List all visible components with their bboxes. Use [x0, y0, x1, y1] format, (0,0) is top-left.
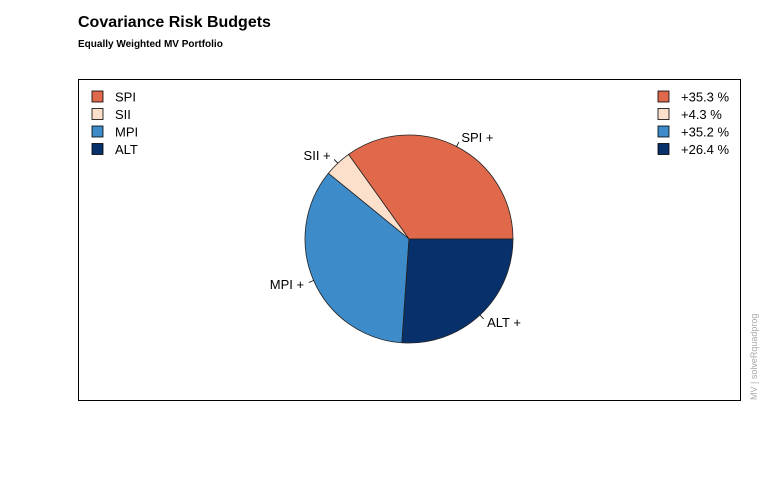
- legend-value-swatch-sii: [657, 108, 670, 120]
- leader-line-spi: [456, 141, 460, 147]
- legend-value-swatch-mpi: [657, 125, 670, 138]
- legend-category-label-sii: SII: [115, 107, 131, 122]
- legend-value-label-alt: +26.4 %: [681, 142, 730, 157]
- legend-categories: SPI SII MPI ALT: [91, 90, 138, 157]
- leader-line-alt: [479, 314, 484, 320]
- leader-line-sii: [333, 159, 339, 164]
- legend-value-label-mpi: +35.2 %: [681, 125, 730, 140]
- legend-category-swatch-alt: [91, 143, 104, 155]
- chart-subtitle: Equally Weighted MV Portfolio: [78, 39, 223, 50]
- slice-label-mpi: MPI +: [270, 277, 304, 292]
- slice-labels: SPI + SII + MPI + ALT +: [270, 130, 521, 330]
- slice-label-spi: SPI +: [461, 130, 493, 145]
- legend-values: +35.3 % +4.3 % +35.2 % +26.4 %: [657, 90, 730, 157]
- legend-category-swatch-sii: [91, 108, 104, 120]
- pie-slices: [304, 134, 514, 344]
- chart-title: Covariance Risk Budgets: [78, 14, 271, 31]
- side-note: MV | solveRquadprog: [749, 314, 759, 400]
- slice-label-sii: SII +: [304, 148, 331, 163]
- legend-category-label-alt: ALT: [115, 142, 138, 157]
- plot-frame: [78, 79, 741, 401]
- legend-value-label-spi: +35.3 %: [681, 90, 730, 105]
- pie-slice-mpi: [304, 172, 410, 344]
- legend-category-label-mpi: MPI: [115, 125, 138, 140]
- legend-category-label-spi: SPI: [115, 90, 136, 105]
- legend-category-swatch-mpi: [91, 125, 104, 138]
- legend-value-swatch-spi: [657, 90, 670, 103]
- pie-slice-spi: [347, 134, 514, 240]
- pie-slice-alt: [401, 238, 514, 344]
- leader-line-mpi: [308, 280, 314, 283]
- slice-label-alt: ALT +: [487, 315, 521, 330]
- legend-category-swatch-spi: [91, 90, 104, 103]
- legend-value-label-sii: +4.3 %: [681, 107, 722, 122]
- legend-value-swatch-alt: [657, 143, 670, 155]
